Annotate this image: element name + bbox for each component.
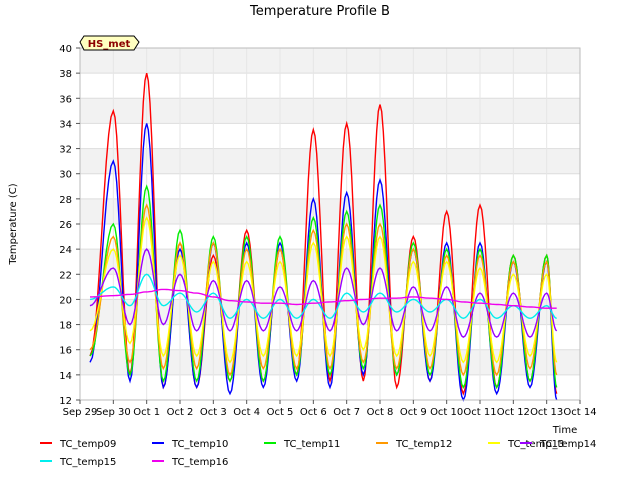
legend-label: TC_temp12 — [395, 439, 452, 450]
plot-band — [80, 73, 580, 99]
plot-band — [80, 249, 580, 275]
x-tick-label: Oct 2 — [167, 407, 194, 418]
x-tick-label: Oct 8 — [367, 407, 394, 418]
x-tick-label: Oct 6 — [300, 407, 327, 418]
annotation-label: HS_met — [88, 39, 131, 50]
x-tick-label: Oct 1 — [133, 407, 160, 418]
x-tick-label: Oct 4 — [233, 407, 260, 418]
y-axis-label: Temperature (C) — [8, 183, 19, 265]
x-tick-label: Oct 12 — [497, 407, 530, 418]
plot-band — [80, 98, 580, 124]
y-tick-label: 38 — [59, 69, 72, 80]
legend-label: TC_temp10 — [171, 439, 228, 450]
plot-band — [80, 173, 580, 199]
plot-band — [80, 198, 580, 224]
y-tick-label: 12 — [59, 396, 72, 407]
y-tick-label: 26 — [59, 220, 72, 231]
x-tick-label: Oct 14 — [563, 407, 596, 418]
legend-label: TC_temp15 — [59, 457, 116, 468]
x-tick-label: Oct 9 — [400, 407, 427, 418]
x-tick-label: Oct 11 — [463, 407, 496, 418]
plot-band — [80, 148, 580, 174]
plot-band — [80, 224, 580, 250]
y-tick-label: 18 — [59, 321, 72, 332]
y-tick-label: 20 — [59, 295, 72, 306]
series-line-TC_temp12 — [89, 203, 558, 377]
legend-label: TC_temp13 — [507, 439, 564, 450]
legend-label: TC_temp09 — [59, 439, 116, 450]
y-tick-label: 32 — [59, 145, 72, 156]
x-tick-label: Oct 3 — [200, 407, 227, 418]
legend-label: TC_temp14 — [539, 439, 596, 450]
x-tick-label: Sep 29 — [63, 407, 98, 418]
x-tick-label: Oct 5 — [267, 407, 294, 418]
y-tick-label: 14 — [59, 371, 72, 382]
plot-band — [80, 123, 580, 149]
y-tick-label: 36 — [59, 94, 72, 105]
x-tick-label: Oct 10 — [430, 407, 463, 418]
y-tick-label: 34 — [59, 119, 72, 130]
y-tick-label: 22 — [59, 270, 72, 281]
y-tick-label: 30 — [59, 170, 72, 181]
x-tick-label: Oct 7 — [333, 407, 360, 418]
plot-band — [80, 299, 580, 325]
y-tick-label: 24 — [59, 245, 72, 256]
x-tick-label: Sep 30 — [96, 407, 131, 418]
plot-band — [80, 274, 580, 300]
x-tick-label: Oct 13 — [530, 407, 563, 418]
legend-label: TC_temp11 — [283, 439, 340, 450]
plot-band — [80, 349, 580, 375]
legend-label: TC_temp16 — [171, 457, 228, 468]
y-tick-label: 28 — [59, 195, 72, 206]
y-tick-label: 40 — [59, 44, 72, 55]
y-tick-label: 16 — [59, 346, 72, 357]
annotation-box — [79, 35, 140, 51]
series-line-TC_temp13 — [89, 216, 558, 364]
plot-band — [80, 48, 580, 74]
series-line-TC_temp16 — [90, 288, 557, 309]
chart-title: Temperature Profile B — [249, 4, 390, 19]
x-axis-label: Time — [552, 425, 577, 436]
